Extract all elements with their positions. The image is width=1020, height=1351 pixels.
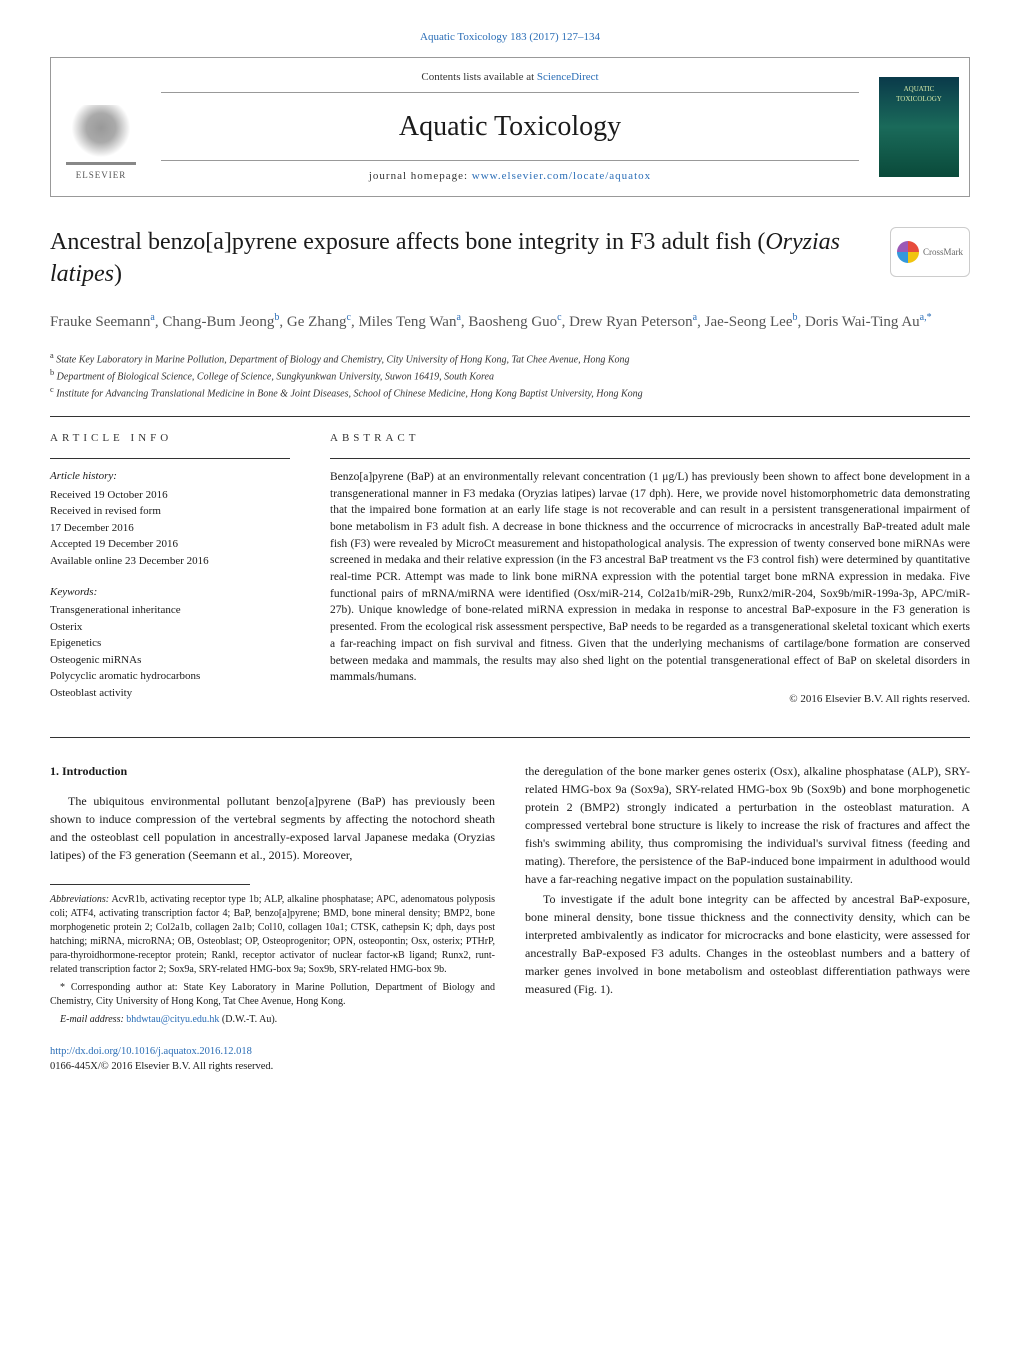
- journal-name: Aquatic Toxicology: [151, 107, 869, 146]
- sciencedirect-link[interactable]: ScienceDirect: [537, 71, 599, 83]
- keyword: Polycyclic aromatic hydrocarbons: [50, 668, 290, 685]
- history-heading: Article history:: [50, 469, 290, 484]
- affiliation-c: c Institute for Advancing Translational …: [50, 384, 970, 401]
- homepage-prefix: journal homepage:: [369, 170, 472, 182]
- journal-cover-icon: AQUATIC TOXICOLOGY: [879, 77, 959, 177]
- history-line: Received 19 October 2016: [50, 487, 290, 504]
- header-center: Contents lists available at ScienceDirec…: [151, 58, 869, 196]
- history-line: 17 December 2016: [50, 520, 290, 537]
- contents-available-line: Contents lists available at ScienceDirec…: [161, 70, 859, 92]
- authors-list: Frauke Seemanna, Chang-Bum Jeongb, Ge Zh…: [50, 310, 970, 334]
- email-label: E-mail address:: [60, 1014, 126, 1025]
- title-end: ): [114, 261, 122, 287]
- doi-block: http://dx.doi.org/10.1016/j.aquatox.2016…: [50, 1045, 495, 1074]
- contents-prefix: Contents lists available at: [421, 71, 536, 83]
- keywords-heading: Keywords:: [50, 585, 290, 600]
- divider-bottom: [50, 737, 970, 738]
- corr-label: * Corresponding author at:: [60, 982, 178, 993]
- publisher-name: ELSEVIER: [76, 169, 127, 182]
- crossmark-label: CrossMark: [923, 246, 963, 259]
- keyword: Osterix: [50, 619, 290, 636]
- keywords-block: Keywords: Transgenerational inheritance …: [50, 585, 290, 701]
- abstract-text: Benzo[a]pyrene (BaP) at an environmental…: [330, 469, 970, 686]
- body-left-column: 1. Introduction The ubiquitous environme…: [50, 762, 495, 1074]
- journal-header-box: ELSEVIER Contents lists available at Sci…: [50, 57, 970, 197]
- email-link[interactable]: bhdwtau@cityu.edu.hk: [126, 1014, 219, 1025]
- article-info-column: article info Article history: Received 1…: [50, 431, 290, 718]
- info-abstract-row: article info Article history: Received 1…: [50, 431, 970, 718]
- affiliation-b: b Department of Biological Science, Coll…: [50, 367, 970, 384]
- elsevier-tree-icon: [66, 105, 136, 165]
- corresponding-author-footnote: * Corresponding author at: State Key Lab…: [50, 981, 495, 1009]
- body-right-column: the deregulation of the bone marker gene…: [525, 762, 970, 1074]
- crossmark-icon: [897, 241, 919, 263]
- email-footnote: E-mail address: bhdwtau@cityu.edu.hk (D.…: [50, 1013, 495, 1027]
- intro-para-2: To investigate if the adult bone integri…: [525, 890, 970, 998]
- abstract-label: abstract: [330, 431, 970, 446]
- intro-para-1: The ubiquitous environmental pollutant b…: [50, 792, 495, 864]
- keyword: Epigenetics: [50, 635, 290, 652]
- crossmark-badge[interactable]: CrossMark: [890, 227, 970, 277]
- footnote-divider: [50, 884, 250, 885]
- footnotes: Abbreviations: AcvR1b, activating recept…: [50, 893, 495, 1027]
- affiliations: a State Key Laboratory in Marine Polluti…: [50, 350, 970, 402]
- abbrev-label: Abbreviations:: [50, 894, 109, 905]
- elsevier-logo: ELSEVIER: [59, 98, 143, 188]
- homepage-url[interactable]: www.elsevier.com/locate/aquatox: [472, 170, 651, 182]
- citation-line: Aquatic Toxicology 183 (2017) 127–134: [50, 30, 970, 45]
- history-line: Available online 23 December 2016: [50, 553, 290, 570]
- keyword: Osteoblast activity: [50, 685, 290, 702]
- doi-link[interactable]: http://dx.doi.org/10.1016/j.aquatox.2016…: [50, 1045, 495, 1060]
- issn-copyright: 0166-445X/© 2016 Elsevier B.V. All right…: [50, 1060, 495, 1075]
- history-line: Accepted 19 December 2016: [50, 536, 290, 553]
- affiliation-a: a State Key Laboratory in Marine Polluti…: [50, 350, 970, 367]
- abstract-divider: [330, 458, 970, 459]
- body-columns: 1. Introduction The ubiquitous environme…: [50, 762, 970, 1074]
- history-line: Received in revised form: [50, 503, 290, 520]
- info-divider: [50, 458, 290, 459]
- homepage-line: journal homepage: www.elsevier.com/locat…: [161, 160, 859, 184]
- article-info-label: article info: [50, 431, 290, 446]
- abbrev-text: AcvR1b, activating receptor type 1b; ALP…: [50, 894, 495, 975]
- keyword: Osteogenic miRNAs: [50, 652, 290, 669]
- journal-cover-area: AQUATIC TOXICOLOGY: [869, 58, 969, 196]
- keyword: Transgenerational inheritance: [50, 602, 290, 619]
- cover-title-2: TOXICOLOGY: [896, 95, 942, 105]
- article-title: Ancestral benzo[a]pyrene exposure affect…: [50, 227, 870, 289]
- intro-heading: 1. Introduction: [50, 762, 495, 780]
- divider-top: [50, 416, 970, 417]
- publisher-logo-area: ELSEVIER: [51, 58, 151, 196]
- cover-title-1: AQUATIC: [904, 85, 935, 95]
- intro-para-continued: the deregulation of the bone marker gene…: [525, 762, 970, 888]
- email-suffix: (D.W.-T. Au).: [219, 1014, 277, 1025]
- title-text: Ancestral benzo[a]pyrene exposure affect…: [50, 229, 765, 255]
- title-row: Ancestral benzo[a]pyrene exposure affect…: [50, 227, 970, 289]
- abstract-column: abstract Benzo[a]pyrene (BaP) at an envi…: [330, 431, 970, 718]
- abbreviations-footnote: Abbreviations: AcvR1b, activating recept…: [50, 893, 495, 977]
- article-history-block: Article history: Received 19 October 201…: [50, 469, 290, 569]
- abstract-copyright: © 2016 Elsevier B.V. All rights reserved…: [330, 692, 970, 707]
